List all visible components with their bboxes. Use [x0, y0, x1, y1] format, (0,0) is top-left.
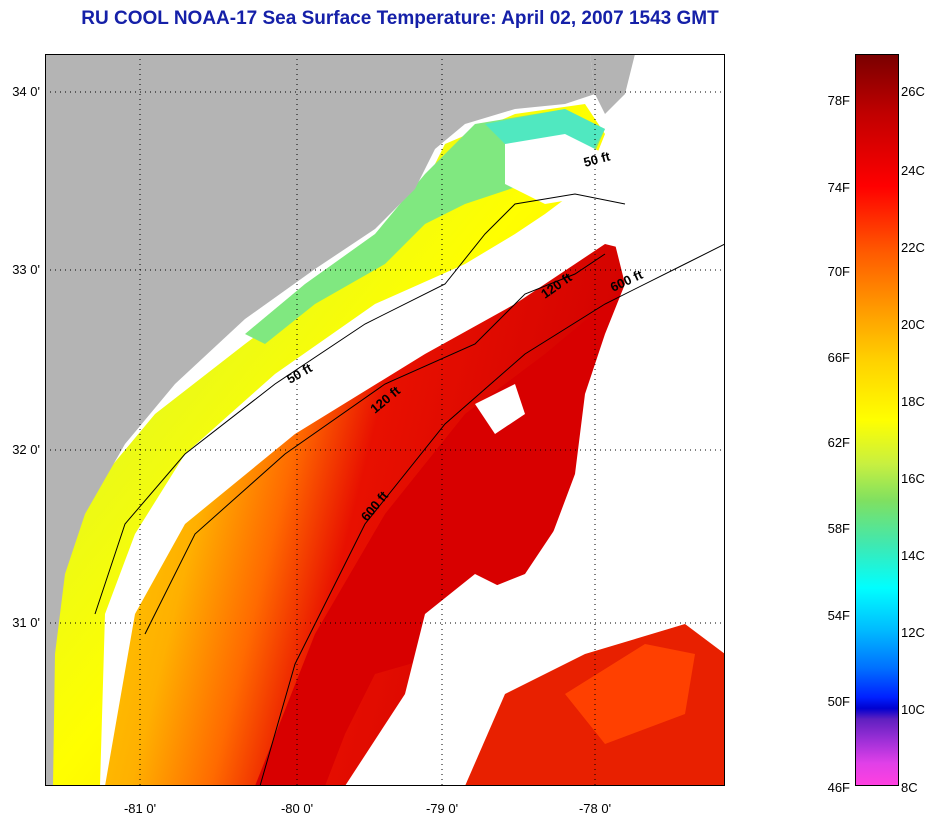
colorbar-c-16: 16C: [901, 471, 925, 486]
map-title: RU COOL NOAA-17 Sea Surface Temperature:…: [81, 8, 719, 29]
temperature-colorbar: [855, 54, 899, 786]
colorbar-c-22: 22C: [901, 240, 925, 255]
cloud-patch-north: [505, 134, 605, 204]
colorbar-c-26: 26C: [901, 84, 925, 99]
cloud-patch-mid: [405, 574, 515, 694]
colorbar-c-20: 20C: [901, 317, 925, 332]
ocean-south-hot: [565, 644, 695, 744]
colorbar-c-8: 8C: [901, 780, 918, 795]
colorbar-f-74: 74F: [827, 180, 850, 195]
colorbar-c-24: 24C: [901, 163, 925, 178]
lon-label-78: -78 0': [578, 801, 612, 816]
colorbar-f-58: 58F: [827, 521, 850, 536]
contour-label-50ft-north: 50 ft: [582, 148, 612, 170]
colorbar-f-46: 46F: [827, 780, 850, 795]
colorbar-f-62: 62F: [827, 435, 850, 450]
cloud-patch-small: [475, 384, 525, 434]
lon-label-79: -79 0': [425, 801, 459, 816]
ocean-warm-region: [105, 244, 645, 786]
colorbar-c-18: 18C: [901, 394, 925, 409]
colorbar-c-12: 12C: [901, 625, 925, 640]
land-mass: [45, 54, 595, 786]
lat-label-33: 33 0': [12, 262, 40, 277]
lon-label-81: -81 0': [123, 801, 157, 816]
graticule: [45, 54, 725, 786]
ocean-gulfstream: [255, 274, 635, 786]
cloud-patch-east: [545, 164, 725, 644]
colorbar-f-70: 70F: [827, 264, 850, 279]
lon-label-80: -80 0': [280, 801, 314, 816]
map-border: [45, 54, 725, 786]
sst-map: 50 ft 120 ft 600 ft 50 ft 120 ft 600 ft: [45, 54, 725, 786]
colorbar-f-54: 54F: [827, 608, 850, 623]
lat-label-31: 31 0': [12, 615, 40, 630]
lat-label-32: 32 0': [12, 442, 40, 457]
colorbar-f-50: 50F: [827, 694, 850, 709]
lat-label-34: 34 0': [12, 84, 40, 99]
contour-120ft: [144, 253, 606, 635]
land-north-strip: [590, 54, 635, 114]
sst-map-svg: 50 ft 120 ft 600 ft 50 ft 120 ft 600 ft: [45, 54, 725, 786]
contour-600ft: [259, 243, 725, 786]
colorbar-c-10: 10C: [901, 702, 925, 717]
colorbar-f-66: 66F: [827, 350, 850, 365]
contour-50ft: [94, 193, 626, 615]
colorbar-f-78: 78F: [827, 93, 850, 108]
colorbar-c-14: 14C: [901, 548, 925, 563]
